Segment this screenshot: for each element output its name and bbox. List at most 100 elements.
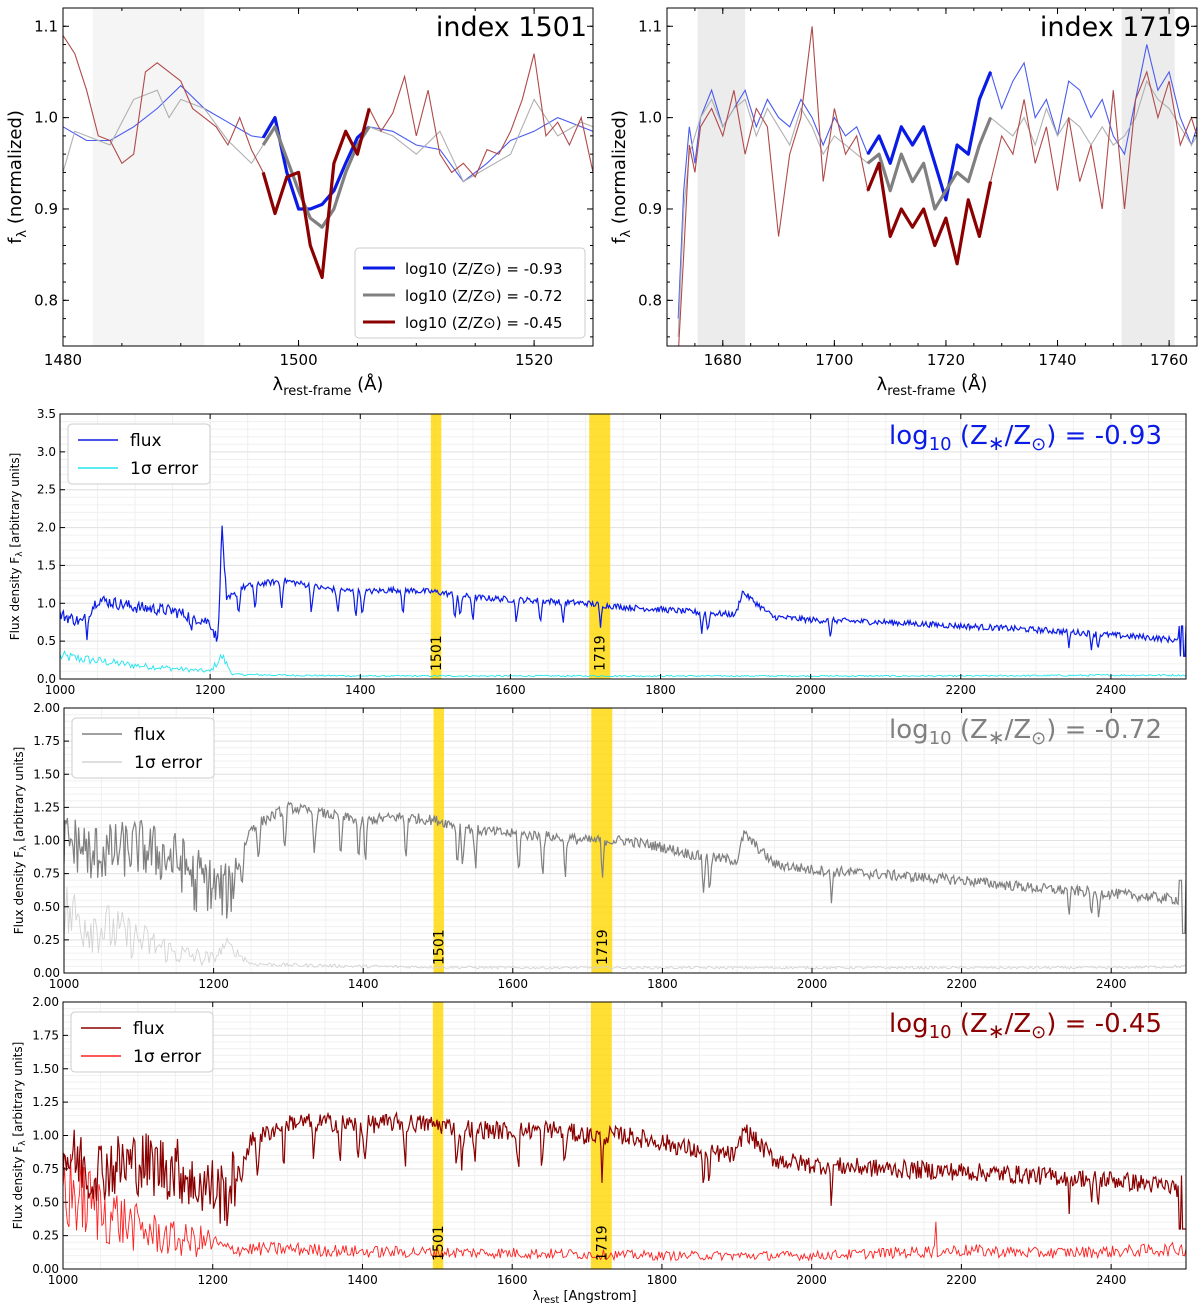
x-axis-label: λrest-frame (Å) bbox=[877, 373, 988, 399]
x-tick-label: 1720 bbox=[927, 351, 965, 369]
x-tick-label: 2000 bbox=[795, 683, 826, 697]
shaded-region bbox=[697, 8, 746, 346]
band-label: 1501 bbox=[429, 635, 445, 671]
y-tick-label: 1.1 bbox=[638, 17, 662, 35]
metallicity-annotation: log10 (Z∗/Z⊙) = -0.45 bbox=[889, 1009, 1162, 1043]
band-label: 1501 bbox=[431, 1225, 447, 1261]
index-band bbox=[433, 708, 444, 973]
band-label: 1719 bbox=[594, 1225, 610, 1261]
x-tick-label: 1600 bbox=[497, 1273, 528, 1287]
y-tick-label: 0.25 bbox=[32, 1229, 59, 1243]
legend-label: flux bbox=[134, 725, 166, 745]
y-tick-label: 1.0 bbox=[37, 596, 56, 610]
y-tick-label: 0.5 bbox=[37, 634, 56, 648]
y-tick-label: 2.0 bbox=[37, 521, 56, 535]
y-tick-label: 1.50 bbox=[33, 767, 60, 781]
x-tick-label: 1500 bbox=[279, 351, 317, 369]
y-axis-label: Flux density Fλ [arbitrary units] bbox=[8, 453, 25, 641]
x-tick-label: 1600 bbox=[495, 683, 526, 697]
y-axis-label: fλ (normalized) bbox=[5, 110, 30, 244]
legend-label: log10 (Z/Z⊙) = -0.45 bbox=[405, 314, 563, 332]
x-tick-label: 1400 bbox=[347, 1273, 378, 1287]
x-tick-label: 1800 bbox=[647, 1273, 678, 1287]
axes-frame bbox=[666, 7, 1198, 347]
series-group bbox=[677, 26, 1197, 346]
spectrum-panel-2: 1501 1719 1000 1200 1400 1600 1800 2000 2200 2400… bbox=[12, 701, 1187, 991]
series-line-index-2 bbox=[866, 116, 993, 211]
index-band bbox=[430, 414, 442, 679]
y-tick-label: 1.5 bbox=[37, 558, 56, 572]
series-line-index-2 bbox=[261, 125, 371, 229]
legend-box bbox=[67, 423, 211, 485]
y-tick-label: 1.75 bbox=[32, 1028, 59, 1042]
x-tick-label: 1760 bbox=[1150, 351, 1188, 369]
index-band bbox=[591, 708, 613, 973]
y-tick-label: 2.00 bbox=[33, 701, 60, 715]
x-tick-label: 2200 bbox=[946, 977, 977, 991]
band-label: 1719 bbox=[593, 635, 609, 671]
x-tick-label: 1200 bbox=[198, 977, 229, 991]
y-tick-label: 0.50 bbox=[33, 900, 60, 914]
y-axis-label: Flux density Fλ [arbitrary units] bbox=[12, 747, 29, 935]
error-line bbox=[64, 887, 1186, 970]
x-tick-label: 1000 bbox=[48, 1273, 79, 1287]
band-label: 1719 bbox=[595, 929, 611, 965]
y-tick-label: 1.00 bbox=[32, 1129, 59, 1143]
x-axis-label: λrest-frame (Å) bbox=[273, 373, 384, 399]
flux-line bbox=[60, 525, 1186, 657]
legend: log10 (Z/Z⊙) = -0.93 log10 (Z/Z⊙) = -0.72… bbox=[354, 247, 586, 339]
flux-line bbox=[63, 1110, 1186, 1230]
y-axis-label: Flux density Fλ [arbitrary units] bbox=[11, 1042, 28, 1230]
panel-title: index 1501 bbox=[436, 12, 587, 43]
x-axis-label: λrest [Angstrom] bbox=[532, 1289, 636, 1306]
x-tick-label: 2200 bbox=[946, 1273, 977, 1287]
flux-line bbox=[64, 800, 1186, 934]
legend-label: flux bbox=[133, 1019, 165, 1039]
x-tick-label: 1740 bbox=[1038, 351, 1076, 369]
y-tick-label: 1.25 bbox=[33, 800, 60, 814]
y-tick-label: 1.25 bbox=[32, 1095, 59, 1109]
index-band bbox=[590, 1002, 612, 1269]
x-tick-label: 2000 bbox=[797, 977, 828, 991]
legend-label: 1σ error bbox=[134, 753, 202, 773]
x-tick-label: 1200 bbox=[197, 1273, 228, 1287]
y-tick-label: 3.5 bbox=[37, 407, 56, 421]
legend: flux 1σ error bbox=[70, 1011, 214, 1073]
legend-box bbox=[71, 717, 215, 779]
y-tick-label: 2.00 bbox=[32, 995, 59, 1009]
y-tick-label: 0.75 bbox=[32, 1162, 59, 1176]
series-line-thin-1 bbox=[677, 44, 1197, 319]
x-tick-label: 1480 bbox=[44, 351, 82, 369]
y-tick-label: 1.75 bbox=[33, 734, 60, 748]
shaded-region bbox=[92, 8, 205, 346]
series-line-index-1 bbox=[866, 71, 993, 202]
y-tick-label: 1.0 bbox=[34, 109, 58, 127]
x-tick-label: 2200 bbox=[946, 683, 977, 697]
y-tick-label: 0.0 bbox=[37, 672, 56, 686]
x-tick-label: 2400 bbox=[1096, 1273, 1127, 1287]
y-axis-label: fλ (normalized) bbox=[609, 110, 634, 244]
x-tick-label: 1520 bbox=[515, 351, 553, 369]
metallicity-annotation: log10 (Z∗/Z⊙) = -0.93 bbox=[889, 421, 1162, 455]
x-tick-label: 1200 bbox=[195, 683, 226, 697]
y-tick-label: 0.25 bbox=[33, 933, 60, 947]
series-line-index-3 bbox=[261, 108, 371, 280]
y-tick-label: 0.75 bbox=[33, 867, 60, 881]
error-line bbox=[60, 650, 1186, 678]
y-tick-label: 0.00 bbox=[32, 1262, 59, 1276]
y-tick-label: 1.00 bbox=[33, 834, 60, 848]
y-tick-label: 1.1 bbox=[34, 17, 58, 35]
y-tick-label: 0.9 bbox=[638, 200, 662, 218]
legend-label: flux bbox=[130, 431, 162, 451]
y-tick-label: 0.8 bbox=[34, 291, 58, 309]
x-tick-label: 1680 bbox=[704, 351, 742, 369]
y-tick-label: 2.5 bbox=[37, 483, 56, 497]
y-tick-label: 1.0 bbox=[638, 109, 662, 127]
x-tick-label: 2000 bbox=[796, 1273, 827, 1287]
series-group bbox=[64, 800, 1186, 970]
x-tick-label: 1400 bbox=[348, 977, 379, 991]
x-tick-label: 2400 bbox=[1096, 977, 1127, 991]
series-group bbox=[63, 1110, 1186, 1262]
legend-box bbox=[354, 247, 586, 339]
error-line bbox=[63, 1153, 1186, 1262]
